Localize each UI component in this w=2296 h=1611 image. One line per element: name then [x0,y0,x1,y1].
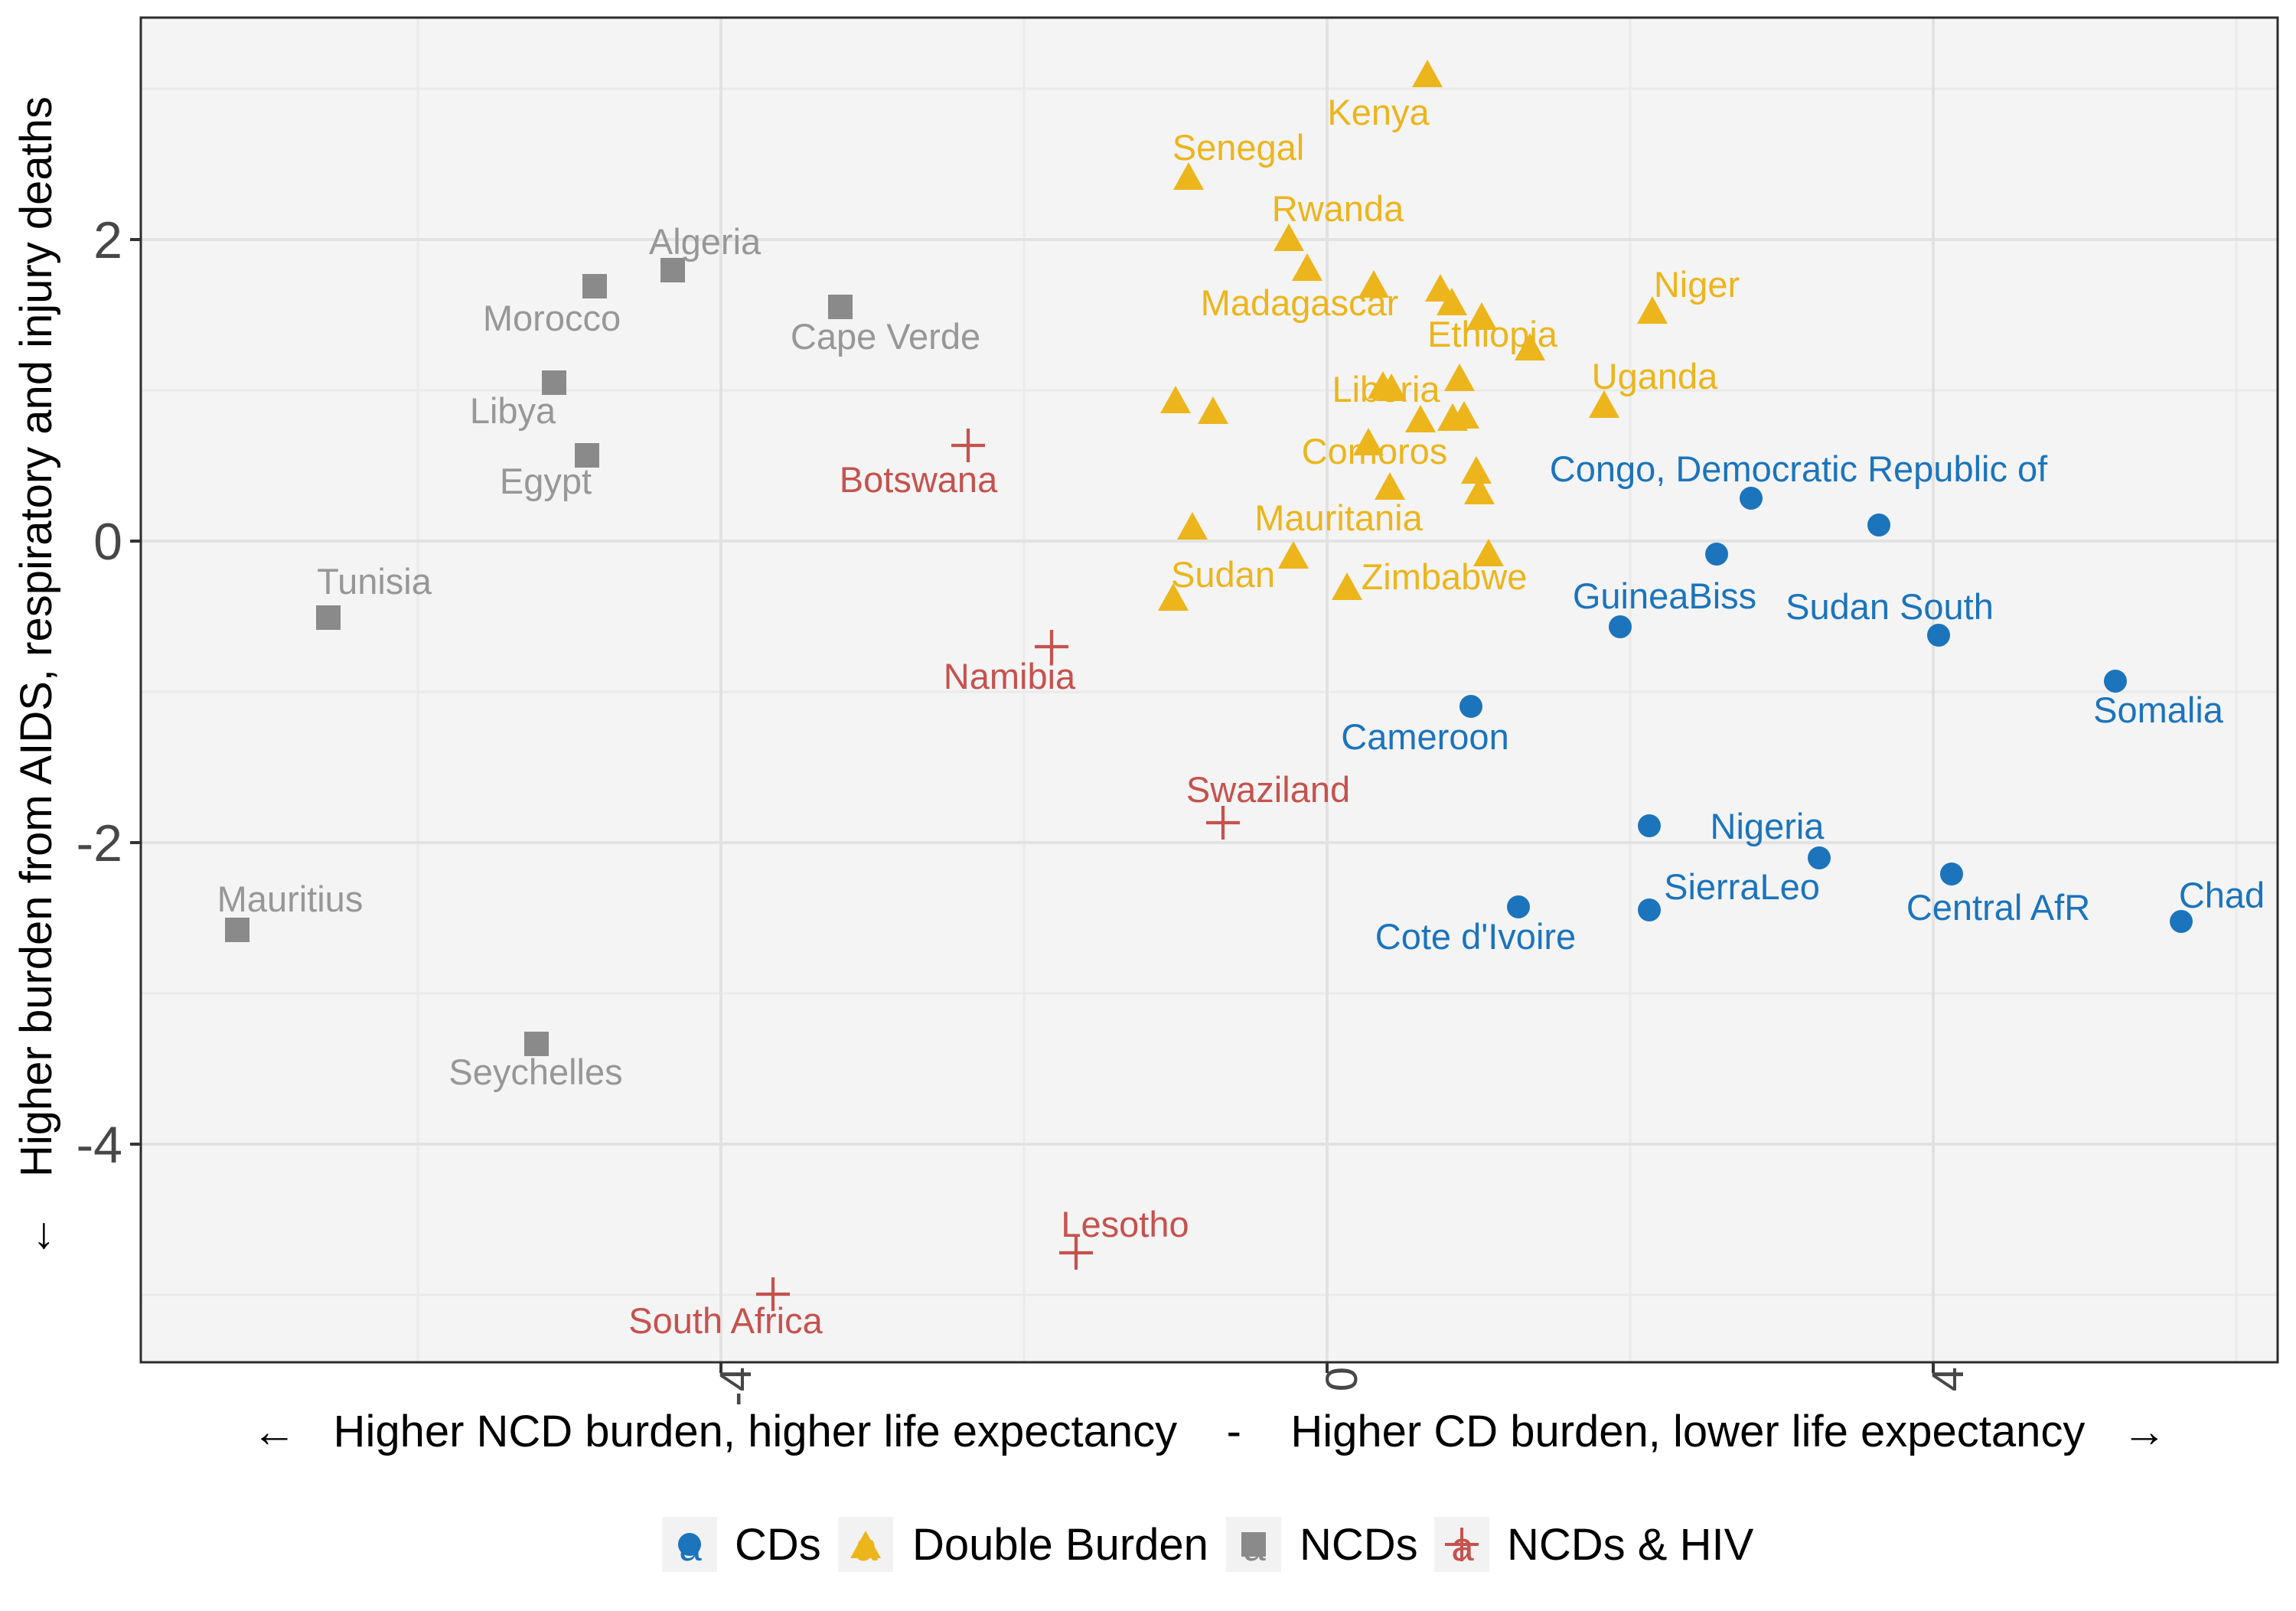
svg-text:Ethiopia: Ethiopia [1427,314,1558,354]
svg-text:Libya: Libya [470,390,556,431]
svg-text:Congo, Democratic Republic of: Congo, Democratic Republic of [1550,448,2048,489]
svg-text:Morocco: Morocco [483,298,621,338]
svg-text:Namibia: Namibia [944,656,1076,696]
svg-text:← Higher NCD burden, higher: ← Higher NCD burden, higher life expecta… [252,1407,2167,1456]
svg-text:Nigeria: Nigeria [1711,806,1825,846]
svg-text:Senegal: Senegal [1172,127,1305,168]
svg-text:Liberia: Liberia [1332,369,1440,409]
svg-text:Zimbabwe: Zimbabwe [1362,556,1528,597]
svg-text:Algeria: Algeria [649,221,762,262]
svg-text:Mauritius: Mauritius [217,879,364,919]
svg-text:-2: -2 [77,814,122,872]
svg-text:Seychelles: Seychelles [448,1052,622,1092]
svg-text:CDs: CDs [735,1520,821,1570]
svg-text:Lesotho: Lesotho [1061,1204,1189,1244]
svg-text:Kenya: Kenya [1327,92,1430,132]
svg-text:Cape Verde: Cape Verde [791,316,980,357]
svg-text:Central AfR: Central AfR [1906,887,2090,928]
svg-text:Tunisia: Tunisia [317,561,432,602]
svg-text:Botswana: Botswana [840,459,998,500]
svg-text:← Higher burden from AIDS, r: ← Higher burden from AIDS, respiratory a… [11,96,61,1258]
svg-text:0: 0 [93,513,122,571]
svg-text:NCDs & HIV: NCDs & HIV [1507,1520,1754,1570]
svg-text:Rwanda: Rwanda [1272,188,1404,229]
svg-text:Madagascar: Madagascar [1201,282,1399,323]
svg-text:Sudan: Sudan [1171,554,1275,595]
svg-text:2: 2 [93,211,122,269]
svg-text:Sudan South: Sudan South [1786,586,1994,627]
svg-text:Comoros: Comoros [1302,431,1448,471]
svg-text:Niger: Niger [1654,264,1740,305]
svg-text:NCDs: NCDs [1300,1520,1418,1570]
svg-text:Cameroon: Cameroon [1341,716,1508,757]
svg-text:0: 0 [1317,1367,1367,1391]
svg-text:GuineaBiss: GuineaBiss [1573,576,1756,616]
svg-text:Somalia: Somalia [2093,690,2224,730]
svg-text:Swaziland: Swaziland [1186,769,1350,810]
svg-text:Double Burden: Double Burden [912,1520,1208,1570]
svg-text:Chad: Chad [2179,875,2265,915]
svg-text:SierraLeo: SierraLeo [1664,866,1820,907]
svg-text:Egypt: Egypt [500,461,592,501]
svg-text:Uganda: Uganda [1592,356,1718,396]
svg-text:-4: -4 [711,1367,761,1407]
svg-text:Mauritania: Mauritania [1254,497,1423,538]
svg-text:Cote d'Ivoire: Cote d'Ivoire [1375,916,1576,957]
svg-text:-4: -4 [77,1116,122,1174]
svg-text:4: 4 [1923,1367,1973,1391]
svg-text:South Africa: South Africa [628,1300,823,1341]
